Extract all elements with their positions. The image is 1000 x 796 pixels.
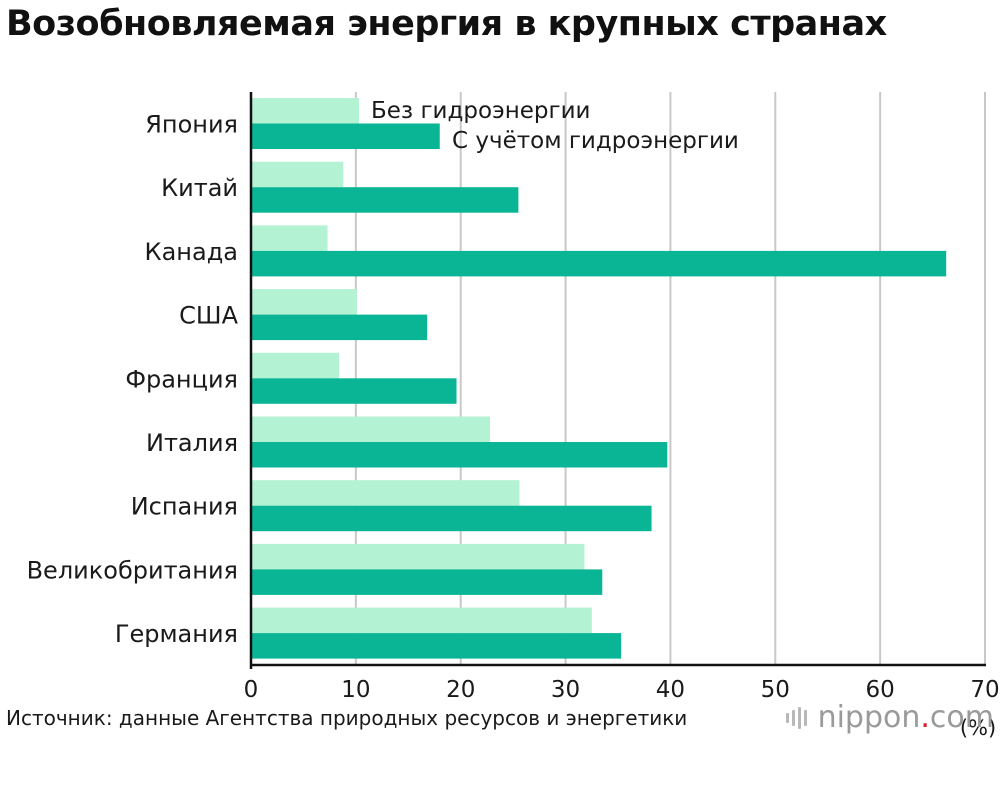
labels: Япония Китай Канада США Франция Италия Испания…	[27, 98, 1000, 740]
bar-with-hydro-5	[251, 442, 668, 468]
legend-label-without-hydro: Без гидроэнергии	[371, 98, 590, 124]
logo-dot: .	[920, 700, 930, 735]
logo-name: nippon	[817, 700, 921, 735]
category-label: Франция	[125, 365, 238, 393]
axes	[249, 92, 986, 669]
bar-without-hydro-6	[251, 480, 520, 506]
category-label: Германия	[115, 620, 238, 648]
x-tick-label: 70	[970, 677, 999, 703]
bar-without-hydro-2	[251, 225, 328, 251]
bar-without-hydro-5	[251, 416, 491, 442]
x-tick-label: 20	[446, 677, 475, 703]
logo-bars-icon	[785, 706, 810, 729]
category-label: Испания	[131, 493, 238, 521]
bar-with-hydro-8	[251, 633, 622, 659]
bar-without-hydro-4	[251, 352, 340, 379]
nippon-logo: nippon.com	[785, 700, 994, 735]
source-note: Источник: данные Агентства природных рес…	[6, 706, 688, 730]
bar-without-hydro-8	[251, 607, 592, 634]
category-label: США	[179, 302, 238, 330]
category-label: Италия	[146, 429, 238, 457]
category-label: Япония	[145, 111, 238, 139]
bar-without-hydro-0	[251, 98, 360, 124]
x-tick-label: 40	[656, 677, 685, 703]
category-label: Канада	[145, 238, 238, 266]
x-tick-label: 30	[551, 677, 580, 703]
bars	[251, 98, 947, 659]
bar-with-hydro-6	[251, 505, 652, 532]
bar-with-hydro-0	[251, 123, 440, 149]
x-axis-unit-label: (%)	[960, 716, 996, 740]
legend-label-with-hydro: С учётом гидроэнергии	[452, 128, 739, 154]
bar-with-hydro-4	[251, 378, 457, 404]
logo-tld: com	[929, 700, 994, 735]
bar-without-hydro-7	[251, 543, 585, 570]
bar-with-hydro-7	[251, 569, 603, 595]
bar-with-hydro-1	[251, 187, 519, 213]
bar-without-hydro-1	[251, 161, 344, 188]
bar-with-hydro-2	[251, 250, 947, 277]
x-tick-label: 60	[866, 677, 895, 703]
chart-title: Возобновляемая энергия в крупных странах	[6, 4, 887, 44]
x-tick-label: 0	[244, 677, 259, 703]
bar-with-hydro-3	[251, 314, 428, 341]
bar-without-hydro-3	[251, 289, 357, 315]
category-label: Китай	[161, 174, 238, 202]
category-label: Великобритания	[27, 556, 238, 584]
x-tick-label: 50	[761, 677, 790, 703]
x-tick-label: 10	[341, 677, 370, 703]
